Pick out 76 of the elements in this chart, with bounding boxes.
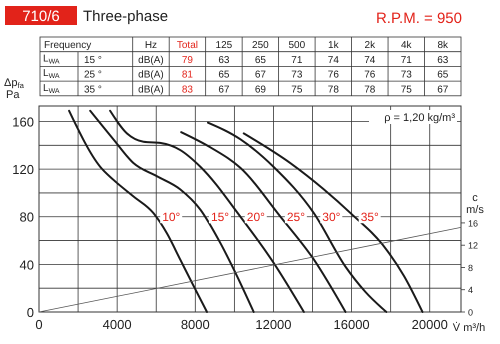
text: 67: [437, 84, 448, 96]
text: 63: [437, 54, 448, 66]
category-label: Hz: [144, 40, 158, 52]
category-label: 250: [252, 40, 270, 52]
y-tick-label: 0: [26, 305, 34, 320]
line-series: [180, 131, 347, 313]
text: 75: [400, 84, 412, 96]
text: 63: [218, 54, 230, 66]
text: 65: [218, 70, 230, 81]
text: R.P.M. = 950: [376, 10, 462, 27]
category-label: L$_{WA}$: [43, 68, 60, 80]
series-label: 20°: [246, 210, 266, 224]
category-label: L$_{WA}$: [43, 82, 60, 95]
line-series: [206, 122, 388, 313]
text: 79: [182, 54, 193, 66]
text: 75: [291, 84, 302, 96]
y-tick-label: 80: [20, 210, 34, 225]
text: 25 °: [84, 70, 102, 81]
text: 78: [328, 84, 339, 96]
text: 65: [254, 54, 266, 66]
y-tick-label: 160: [12, 114, 34, 130]
y-axis-title: Δp$_{fa}$ Pa: [4, 77, 25, 101]
text: dB(A): [138, 54, 164, 66]
text: 65: [437, 70, 448, 81]
category-label: 500: [288, 40, 306, 52]
text: 73: [400, 70, 412, 81]
y2-tick-label: 4: [468, 285, 474, 296]
text: 78: [364, 84, 376, 96]
text: 74: [364, 54, 376, 66]
text: dB(A): [138, 84, 164, 96]
series-label: 10°: [162, 210, 181, 224]
y2-axis-title: c m/s: [466, 192, 484, 216]
category-label: 4k: [401, 40, 413, 52]
text: 69: [254, 84, 266, 96]
text: 74: [328, 54, 339, 66]
y2-tick-label: 8: [468, 262, 474, 273]
text: 67: [218, 84, 230, 96]
series-label: 25°: [286, 210, 306, 224]
annotation: ρ = 1,20 kg/m³: [384, 112, 456, 124]
y2-tick-label: 16: [468, 218, 478, 228]
x-tick-label: 20000: [412, 317, 448, 332]
y2-tick-label: 0: [468, 308, 474, 318]
x-axis-title: V̇ m³/h: [452, 321, 486, 334]
line-series: [242, 132, 424, 313]
text: 76: [328, 70, 339, 81]
text: 83: [182, 84, 193, 96]
category-label: Total: [176, 40, 198, 52]
y2-tick-label: 12: [468, 240, 478, 251]
text: 81: [182, 70, 193, 81]
category-label: 2k: [364, 40, 376, 52]
category-label: L$_{WA}$: [43, 53, 60, 66]
series-label: 35°: [360, 210, 380, 224]
y-tick-label: 120: [12, 162, 34, 178]
x-tick-label: 16000: [334, 317, 370, 332]
text: 71: [291, 54, 302, 66]
text: 73: [291, 70, 302, 81]
text: 67: [254, 70, 266, 81]
text: 15 °: [84, 54, 102, 66]
category-label: Frequency: [44, 40, 92, 52]
x-tick-label: 8000: [180, 317, 210, 332]
series-label: 30°: [322, 210, 341, 224]
text: 710/6: [22, 8, 60, 25]
y-tick-label: 40: [20, 257, 34, 272]
category-label: 1k: [328, 40, 340, 52]
series-label: 15°: [210, 210, 230, 224]
text: 71: [400, 54, 412, 66]
line-series: [68, 110, 208, 313]
x-tick-label: 12000: [255, 317, 292, 332]
text: 76: [364, 70, 376, 81]
category-label: 125: [216, 40, 233, 52]
category-label: 8k: [437, 40, 450, 52]
text: 35 °: [84, 84, 102, 96]
text: dB(A): [138, 70, 164, 81]
x-tick-label: 4000: [102, 317, 132, 332]
line-series: [109, 110, 305, 313]
text: Three-phase: [83, 8, 168, 25]
